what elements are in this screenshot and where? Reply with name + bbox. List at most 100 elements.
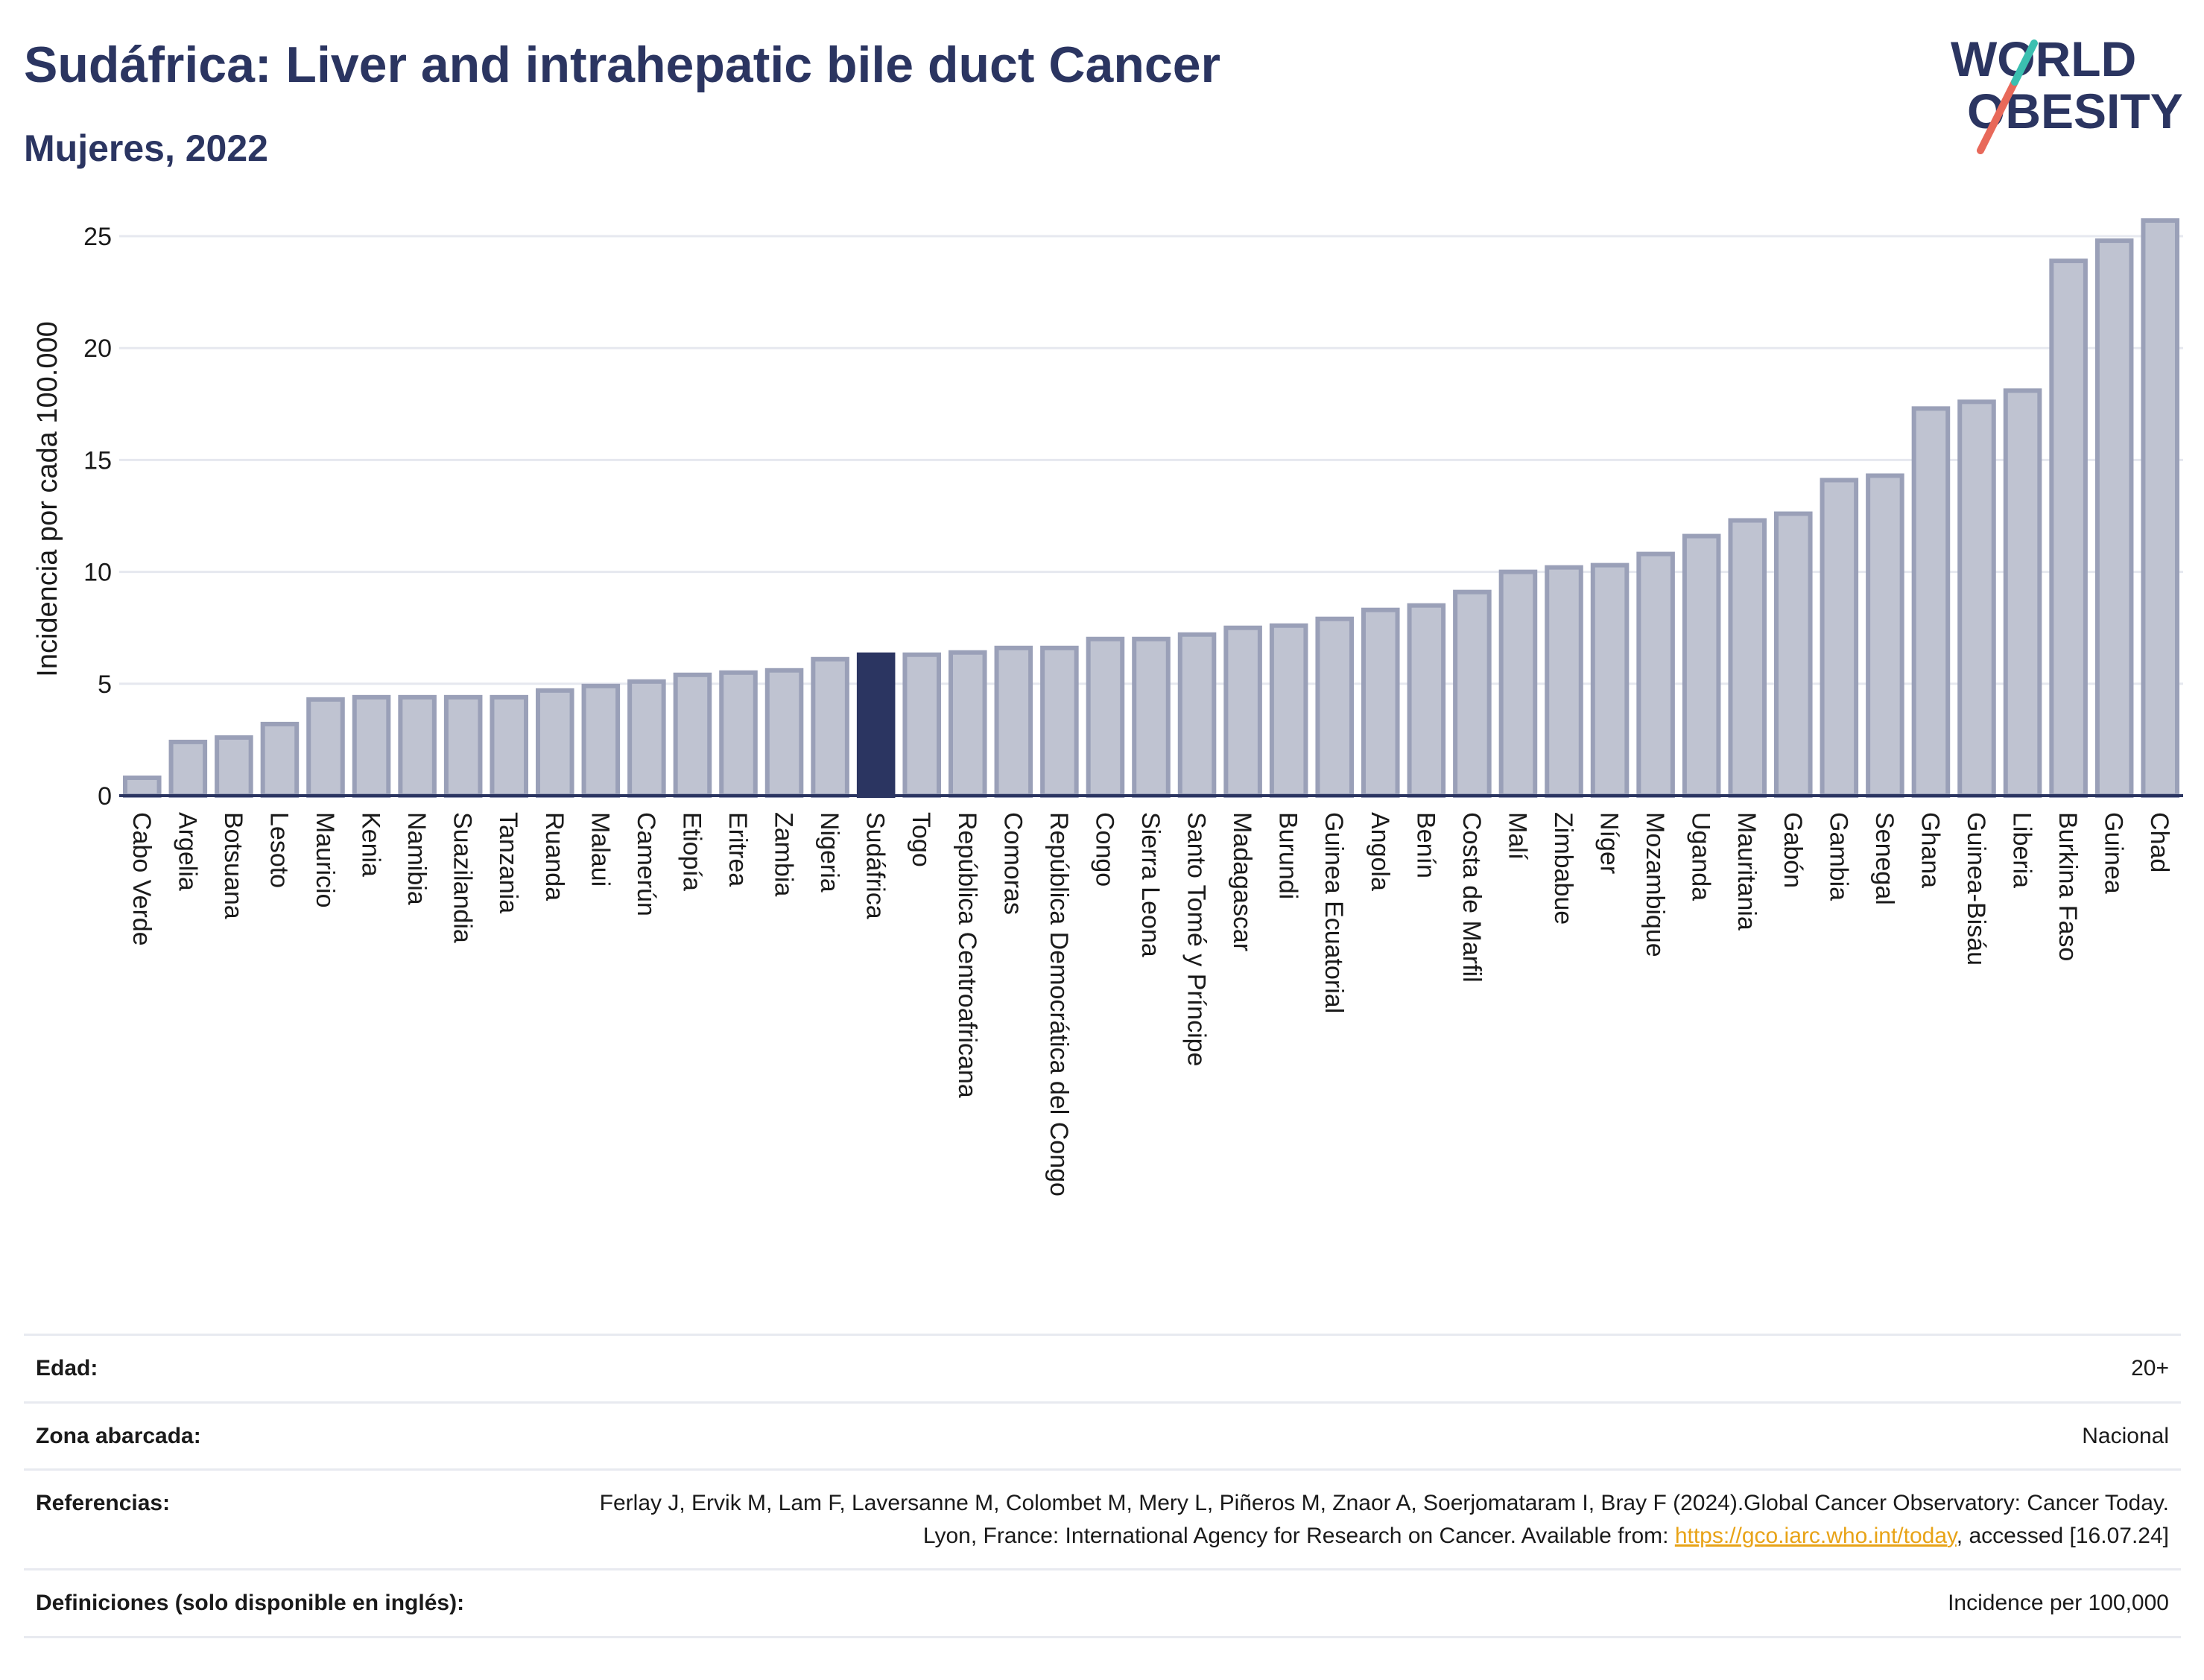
y-tick-label: 0 — [98, 782, 112, 811]
references-link[interactable]: https://gco.iarc.who.int/today — [1674, 1523, 1957, 1548]
bar — [1177, 632, 1217, 798]
bar — [764, 668, 804, 799]
x-tick-label: Costa de Marfil — [1457, 812, 1486, 983]
bar — [2141, 218, 2179, 798]
x-tick-label: Sierra Leona — [1136, 812, 1165, 957]
bar — [1361, 607, 1400, 798]
x-tick-label: Malí — [1503, 812, 1531, 860]
bar — [1728, 518, 1767, 798]
info-row-area: Zona abarcada: Nacional — [24, 1402, 2181, 1470]
bar — [443, 694, 483, 799]
bar — [1545, 565, 1583, 799]
bar — [627, 679, 666, 799]
age-label: Edad: — [36, 1356, 98, 1381]
bar — [902, 652, 941, 798]
bar — [1820, 478, 1859, 798]
bar — [1086, 636, 1125, 798]
x-tick-label: Eritrea — [723, 812, 752, 887]
age-value: 20+ — [2131, 1356, 2169, 1381]
x-tick-label: Zimbabue — [1549, 812, 1577, 925]
x-tick-label: Tanzania — [494, 812, 522, 913]
chart-subtitle: Mujeres, 2022 — [24, 127, 268, 169]
bar — [673, 672, 712, 798]
x-tick-label: Etiopía — [677, 812, 706, 891]
bar — [1682, 533, 1721, 798]
references-text: Ferlay J, Ervik M, Lam F, Laversanne M, … — [599, 1491, 2169, 1548]
info-table: Edad: 20+ Zona abarcada: Nacional Refere… — [24, 1334, 2181, 1638]
info-row-definitions: Definiciones (solo disponible en inglés)… — [24, 1569, 2181, 1637]
x-tick-label: Burundi — [1274, 812, 1302, 899]
y-tick-label: 10 — [83, 559, 112, 587]
chart-title: Sudáfrica: Liver and intrahepatic bile d… — [24, 37, 1220, 93]
x-tick-label: Níger — [1595, 812, 1624, 874]
bar — [1040, 645, 1079, 798]
bar — [719, 670, 758, 799]
x-tick-label: Ghana — [1916, 812, 1944, 888]
bar-chart: 0 5 10 15 20 25 Cabo Verde Argelia Botsuana Leso… — [32, 218, 2183, 1196]
x-tick-label: Senegal — [1870, 812, 1899, 905]
bar — [1774, 511, 1813, 798]
bar — [2049, 259, 2088, 799]
x-tick-label: Mauritania — [1732, 812, 1761, 931]
bar — [581, 683, 621, 799]
x-tick-label: Burkina Faso — [2053, 812, 2082, 961]
logo-slash-teal — [2011, 39, 2038, 86]
definitions-value: Incidence per 100,000 — [1948, 1591, 2169, 1615]
x-tick-label: Chad — [2145, 812, 2173, 872]
logo-slash-red — [1977, 78, 2018, 154]
bar — [1407, 603, 1446, 799]
x-tick-label: Suazilandia — [449, 812, 477, 943]
x-tick-label: Congo — [1090, 812, 1118, 887]
x-tick-label: Togo — [907, 812, 935, 867]
bar — [490, 694, 528, 799]
x-tick-label: Cabo Verde — [127, 812, 156, 946]
x-tick-label: Guinea-Bisáu — [1962, 812, 1990, 966]
x-tick-label: Comoras — [998, 812, 1027, 915]
x-tick-label: Nigeria — [815, 812, 843, 893]
x-tick-label: Namibia — [402, 812, 431, 905]
bar — [398, 694, 437, 799]
x-tick-label: Sudáfrica — [861, 812, 890, 919]
y-axis-label: Incidencia por cada 100.000 — [32, 321, 63, 676]
bar — [1957, 399, 1996, 798]
world-obesity-logo: WORLD OBESITY — [1951, 31, 2183, 154]
logo-line1: WORLD — [1951, 31, 2136, 86]
x-tick-label: Mauricio — [311, 812, 339, 907]
bar — [994, 645, 1033, 798]
bar — [1590, 562, 1630, 798]
x-tick-label: Guinea Ecuatorial — [1320, 812, 1348, 1013]
x-tick-label: Botsuana — [219, 812, 247, 919]
references-value: Ferlay J, Ervik M, Lam F, Laversanne M, … — [584, 1470, 2181, 1570]
x-tick-label: Uganda — [1687, 812, 1715, 901]
bar — [2003, 388, 2042, 798]
x-tick-label: Camerún — [632, 812, 660, 916]
info-row-references: Referencias: Ferlay J, Ervik M, Lam F, L… — [24, 1469, 2181, 1570]
bar-highlight — [856, 652, 896, 798]
x-tick-label: Lesoto — [265, 812, 293, 888]
bar — [123, 775, 162, 799]
bar — [352, 694, 391, 799]
x-tick-label: Benín — [1411, 812, 1440, 878]
y-tick-label: 25 — [83, 223, 112, 251]
x-tick-label: Kenia — [357, 812, 385, 877]
bar — [1453, 589, 1492, 798]
bar — [168, 739, 208, 798]
bar — [536, 688, 574, 798]
references-accessed: , accessed [16.07.24] — [1956, 1523, 2169, 1548]
bar — [1866, 473, 1904, 798]
x-tick-label: Mozambique — [1641, 812, 1669, 957]
x-tick-label: Santo Tomé y Príncipe — [1182, 812, 1211, 1066]
x-tick-labels: Cabo Verde Argelia Botsuana Lesoto Mauricio K… — [127, 812, 2173, 1196]
x-tick-label: República Democrática del Congo — [1045, 812, 1073, 1196]
references-label: Referencias: — [36, 1491, 171, 1515]
y-tick-label: 20 — [83, 335, 112, 363]
y-tick-labels: 0 5 10 15 20 25 — [83, 223, 112, 811]
x-tick-label: Ruanda — [540, 812, 569, 901]
x-tick-label: República Centroafricana — [953, 812, 981, 1098]
x-tick-label: Gabón — [1779, 812, 1807, 888]
bar — [1498, 569, 1538, 798]
bar — [2094, 238, 2134, 798]
area-value: Nacional — [2082, 1423, 2169, 1448]
x-tick-label: Gambia — [1824, 812, 1852, 901]
bar — [811, 656, 849, 799]
